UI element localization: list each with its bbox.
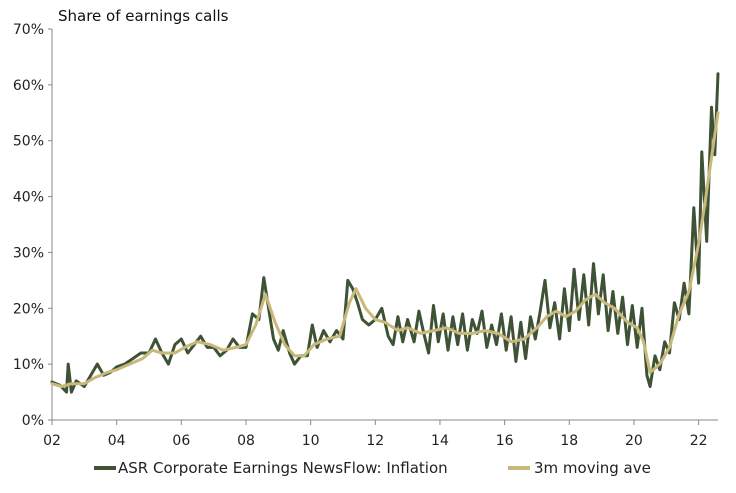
- y-tick-label: 60%: [13, 78, 44, 94]
- x-tick-label: 04: [108, 433, 126, 449]
- x-tick-label: 20: [625, 433, 643, 449]
- x-tick-label: 10: [302, 433, 320, 449]
- legend-label-2: 3m moving ave: [534, 459, 651, 477]
- x-tick-label: 14: [431, 433, 449, 449]
- y-tick-label: 40%: [13, 190, 44, 206]
- x-tick-label: 06: [172, 433, 190, 449]
- x-tick-label: 12: [366, 433, 384, 449]
- axes: 0% 10% 20% 30% 40% 50% 60% 70% 02 04 06 08 10 12 14 16 1…: [13, 22, 718, 449]
- y-tick-label: 0%: [22, 413, 44, 429]
- legend-label-1: ASR Corporate Earnings NewsFlow: Inflati…: [118, 459, 448, 477]
- y-tick-label: 30%: [13, 245, 44, 261]
- x-tick-label: 22: [690, 433, 708, 449]
- chart-title: Share of earnings calls: [58, 7, 229, 25]
- y-tick-label: 50%: [13, 134, 44, 150]
- x-tick-label: 02: [43, 433, 61, 449]
- series-layer: [50, 72, 720, 394]
- legend: ASR Corporate Earnings NewsFlow: Inflati…: [94, 459, 651, 477]
- x-tick-label: 08: [237, 433, 255, 449]
- y-tick-label: 10%: [13, 357, 44, 373]
- x-tick-label: 18: [560, 433, 578, 449]
- series-line-2: [50, 111, 720, 388]
- x-tick-label: 16: [496, 433, 514, 449]
- y-tick-label: 70%: [13, 22, 44, 38]
- y-tick-label: 20%: [13, 301, 44, 317]
- series-line-1: [50, 72, 720, 394]
